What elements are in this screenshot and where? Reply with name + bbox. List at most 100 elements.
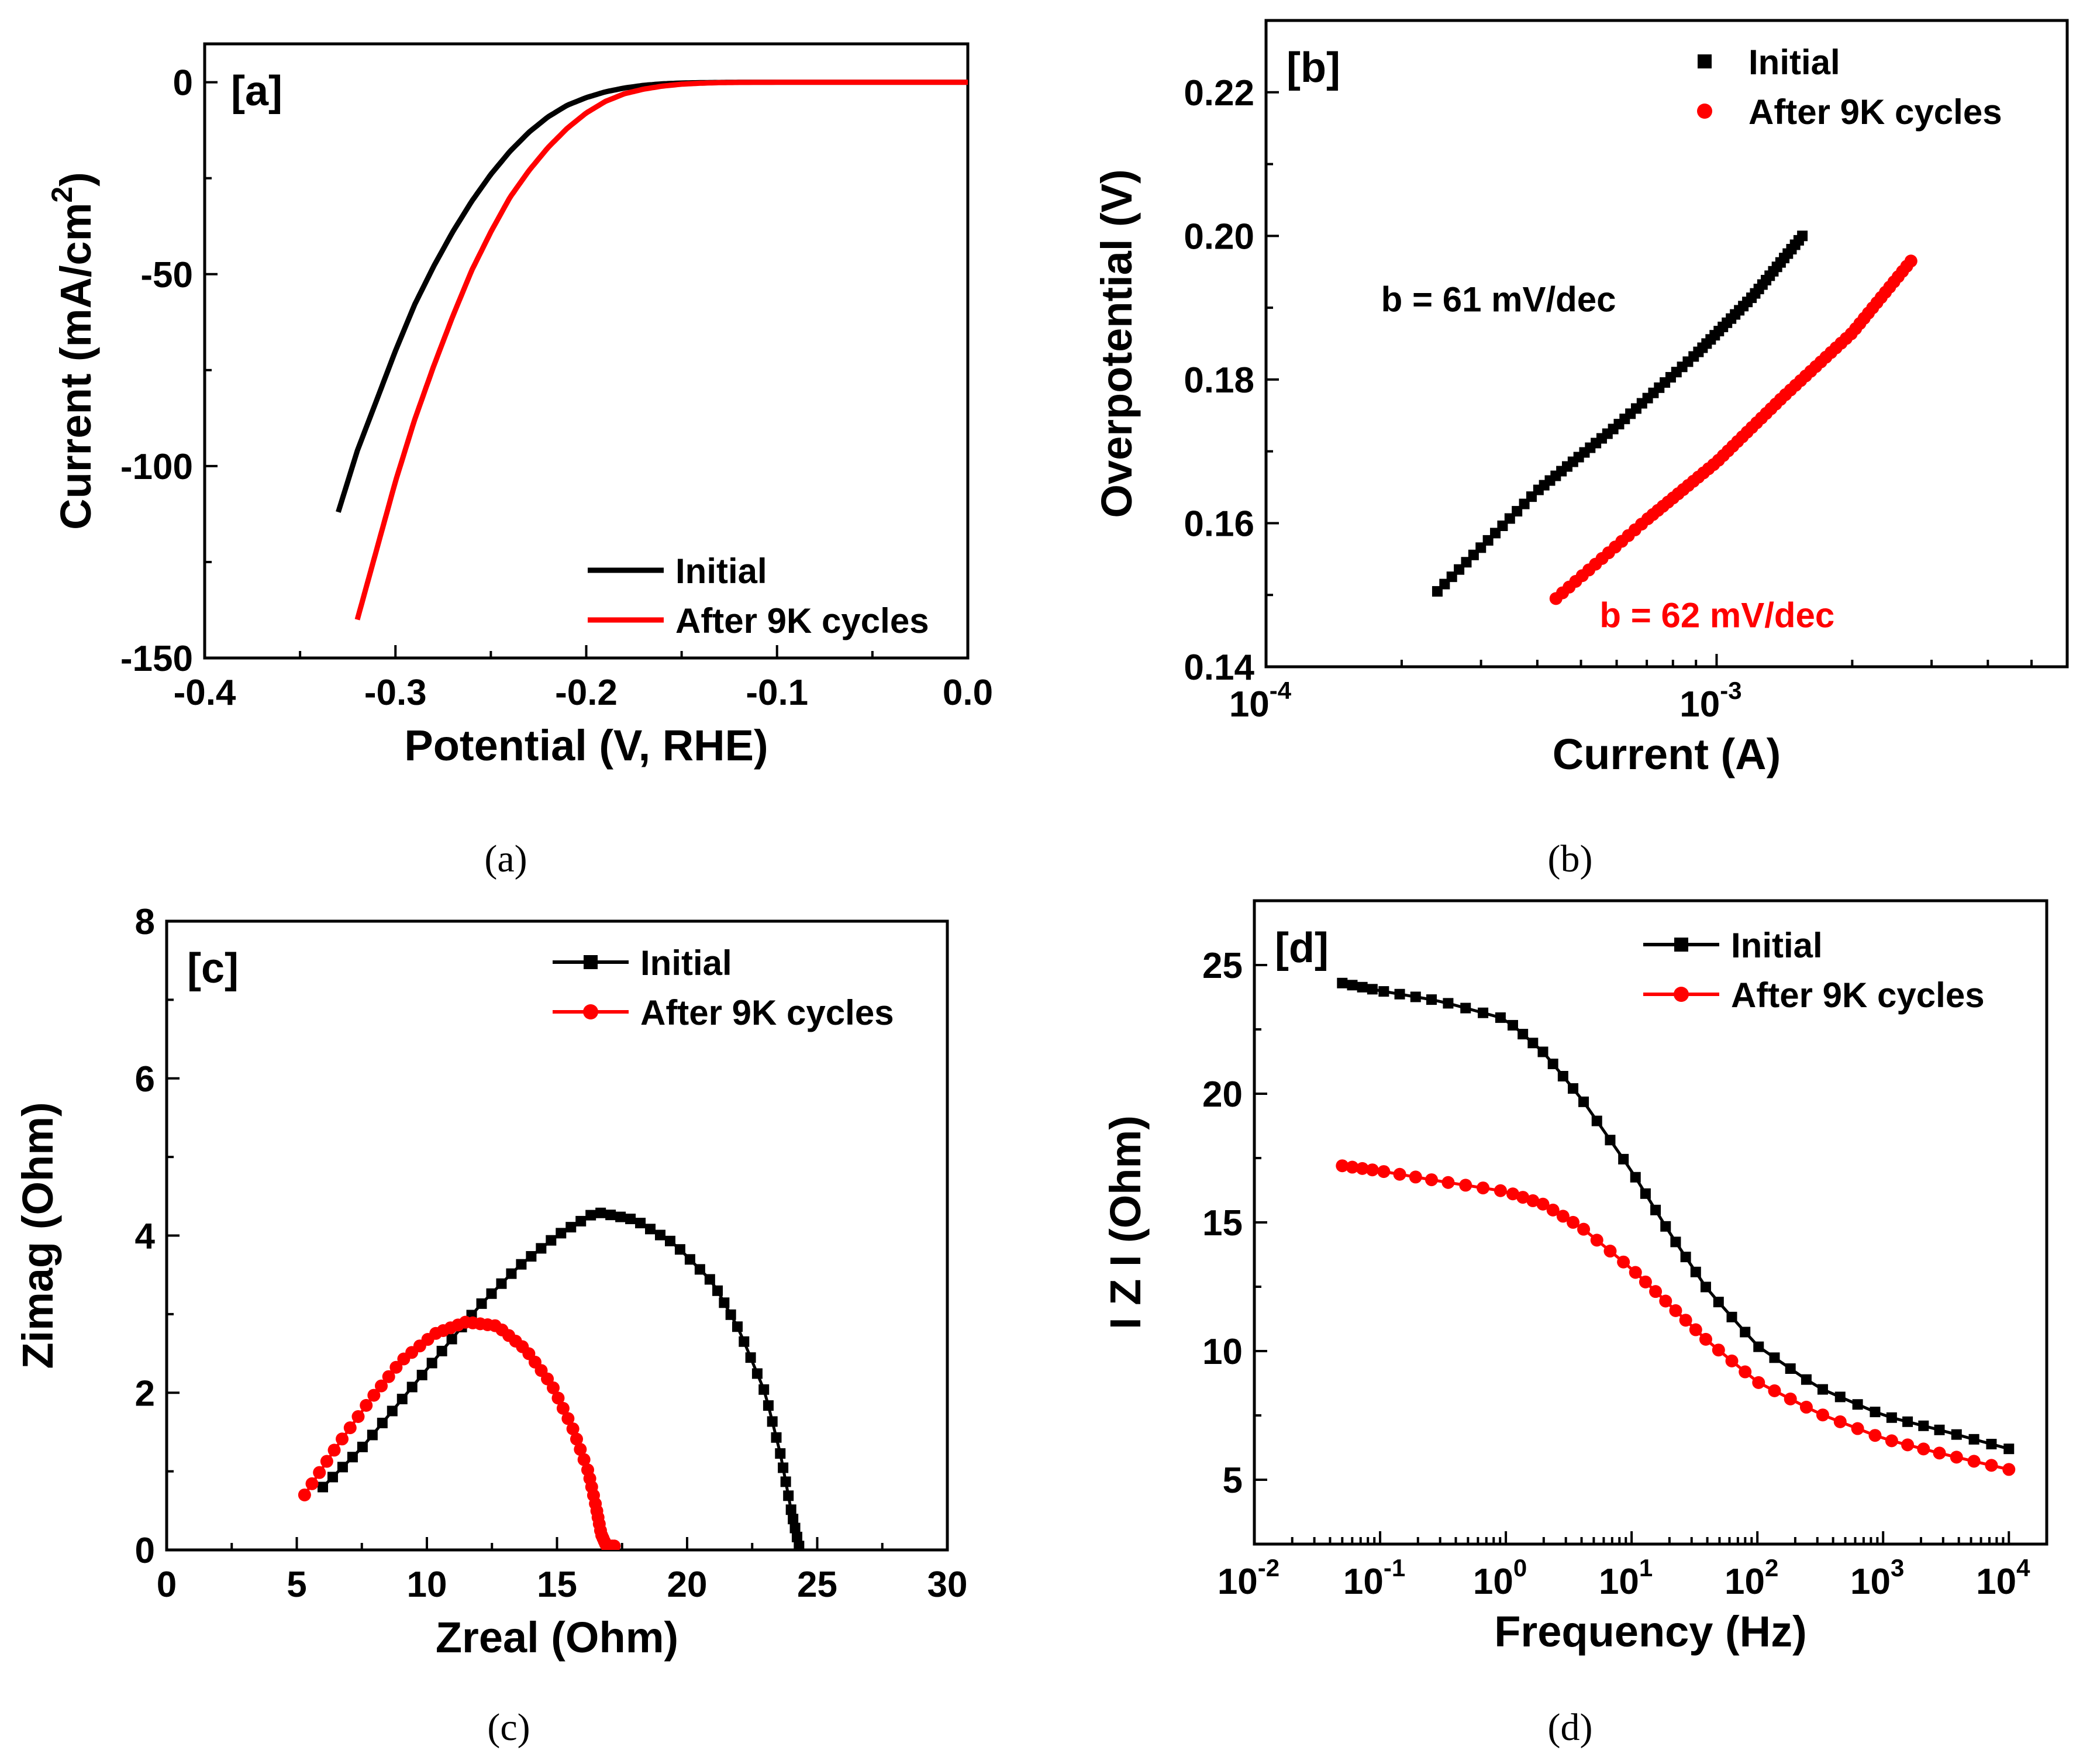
data-point [1356,1162,1369,1175]
y-tick-label: 25 [1202,946,1243,986]
data-point [436,1345,447,1356]
x-tick-label: 10-1 [1343,1554,1405,1602]
data-point [382,1370,395,1383]
data-point [574,1443,587,1456]
y-tick-label: 6 [135,1059,155,1100]
data-point [1459,1179,1472,1192]
y-tick-label: 0.20 [1184,216,1254,257]
data-point [1669,1304,1682,1317]
data-point [1495,1012,1506,1023]
y-tick-label: 0 [173,63,193,104]
data-point [337,1462,348,1473]
x-tick-label: -0.3 [364,673,427,713]
data-point [506,1268,517,1279]
data-point [775,1448,786,1459]
data-point [476,1298,487,1309]
data-point [725,1309,736,1320]
data-point [526,1251,537,1262]
data-point [780,1476,791,1487]
data-point [1870,1407,1881,1418]
legend: Initial After 9K cycles [1697,43,2002,132]
y-axis-label: Current (mA/cm2) [46,172,100,530]
data-point [712,1285,723,1296]
data-point [1797,230,1808,242]
y-tick-label: 10 [1202,1332,1243,1372]
data-point [664,1235,675,1246]
data-point [1680,1252,1691,1263]
x-tick-label: 101 [1599,1554,1653,1602]
x-axis-label: Potential (V, RHE) [404,721,768,770]
data-point [1639,1275,1652,1288]
data-point [1885,1434,1898,1448]
data-point [1784,1392,1797,1405]
data-point [719,1297,730,1308]
data-point [2002,1463,2016,1476]
legend: Initial After 9K cycles [553,943,894,1032]
data-point [1441,1176,1455,1189]
data-point [406,1381,418,1393]
data-point [546,1235,557,1246]
data-point [367,1389,381,1402]
y-tick-label: 0.14 [1184,647,1254,688]
data-point [1700,1281,1711,1293]
legend-marker [584,955,598,969]
data-point [674,1244,685,1255]
y-tick-label: -150 [120,639,193,679]
data-point [561,1412,575,1425]
data-point [2003,1443,2015,1455]
data-point [1617,1255,1630,1269]
data-point [1917,1442,1930,1456]
data-point [1393,1167,1406,1181]
data-point [1578,1096,1589,1107]
data-point [1816,1408,1829,1422]
data-point [375,1379,388,1393]
data-point [1834,1391,1846,1403]
data-point [778,1462,789,1473]
y-tick-label: 5 [1223,1460,1243,1501]
data-point [1605,1135,1616,1146]
y-axis-label: Overpotential (V) [1092,169,1141,518]
data-point [327,1472,338,1483]
data-point [1769,1352,1780,1363]
x-tick-label: -0.4 [174,673,236,713]
y-axis-label: I Z I (Ohm) [1101,1115,1150,1329]
data-point [1477,1181,1490,1195]
data-point [1357,981,1368,993]
data-point [585,1210,596,1221]
data-point [1699,1332,1712,1346]
data-point [1365,1163,1379,1177]
data-point [1567,1215,1580,1229]
x-tick-label: 102 [1725,1554,1778,1602]
y-tick-label: 4 [135,1217,156,1257]
data-point [347,1452,358,1463]
data-point [320,1455,333,1468]
data-point [336,1432,349,1446]
data-point [556,1228,567,1239]
data-point [1527,1038,1539,1049]
data-point [791,1531,802,1542]
data-point [783,1490,794,1501]
y-tick-label: 8 [135,902,155,942]
series-after [354,80,968,621]
series-after [298,1315,621,1550]
data-point [1536,1197,1550,1211]
data-point [751,1368,763,1379]
data-point [785,1504,796,1515]
data-point [1833,1415,1847,1428]
y-tick-label: 15 [1202,1203,1243,1243]
data-point [1904,254,1917,268]
data-point [575,1215,587,1226]
data-point [608,1539,621,1550]
data-point [426,1358,437,1369]
data-point [1603,1245,1617,1258]
series-initial [1432,230,1808,597]
data-point [566,1422,580,1435]
data-point [1868,1429,1882,1442]
plot-frame [203,42,970,660]
data-point [788,1514,799,1525]
data-point [1478,1007,1489,1018]
data-point [1494,1184,1507,1197]
data-point [1679,1314,1692,1327]
panel-b-tafel-plot: 10-4 10-3 0.14 0.16 0.18 0.20 0.22 Current (A) O… [1092,19,2069,880]
data-point [377,1417,388,1428]
